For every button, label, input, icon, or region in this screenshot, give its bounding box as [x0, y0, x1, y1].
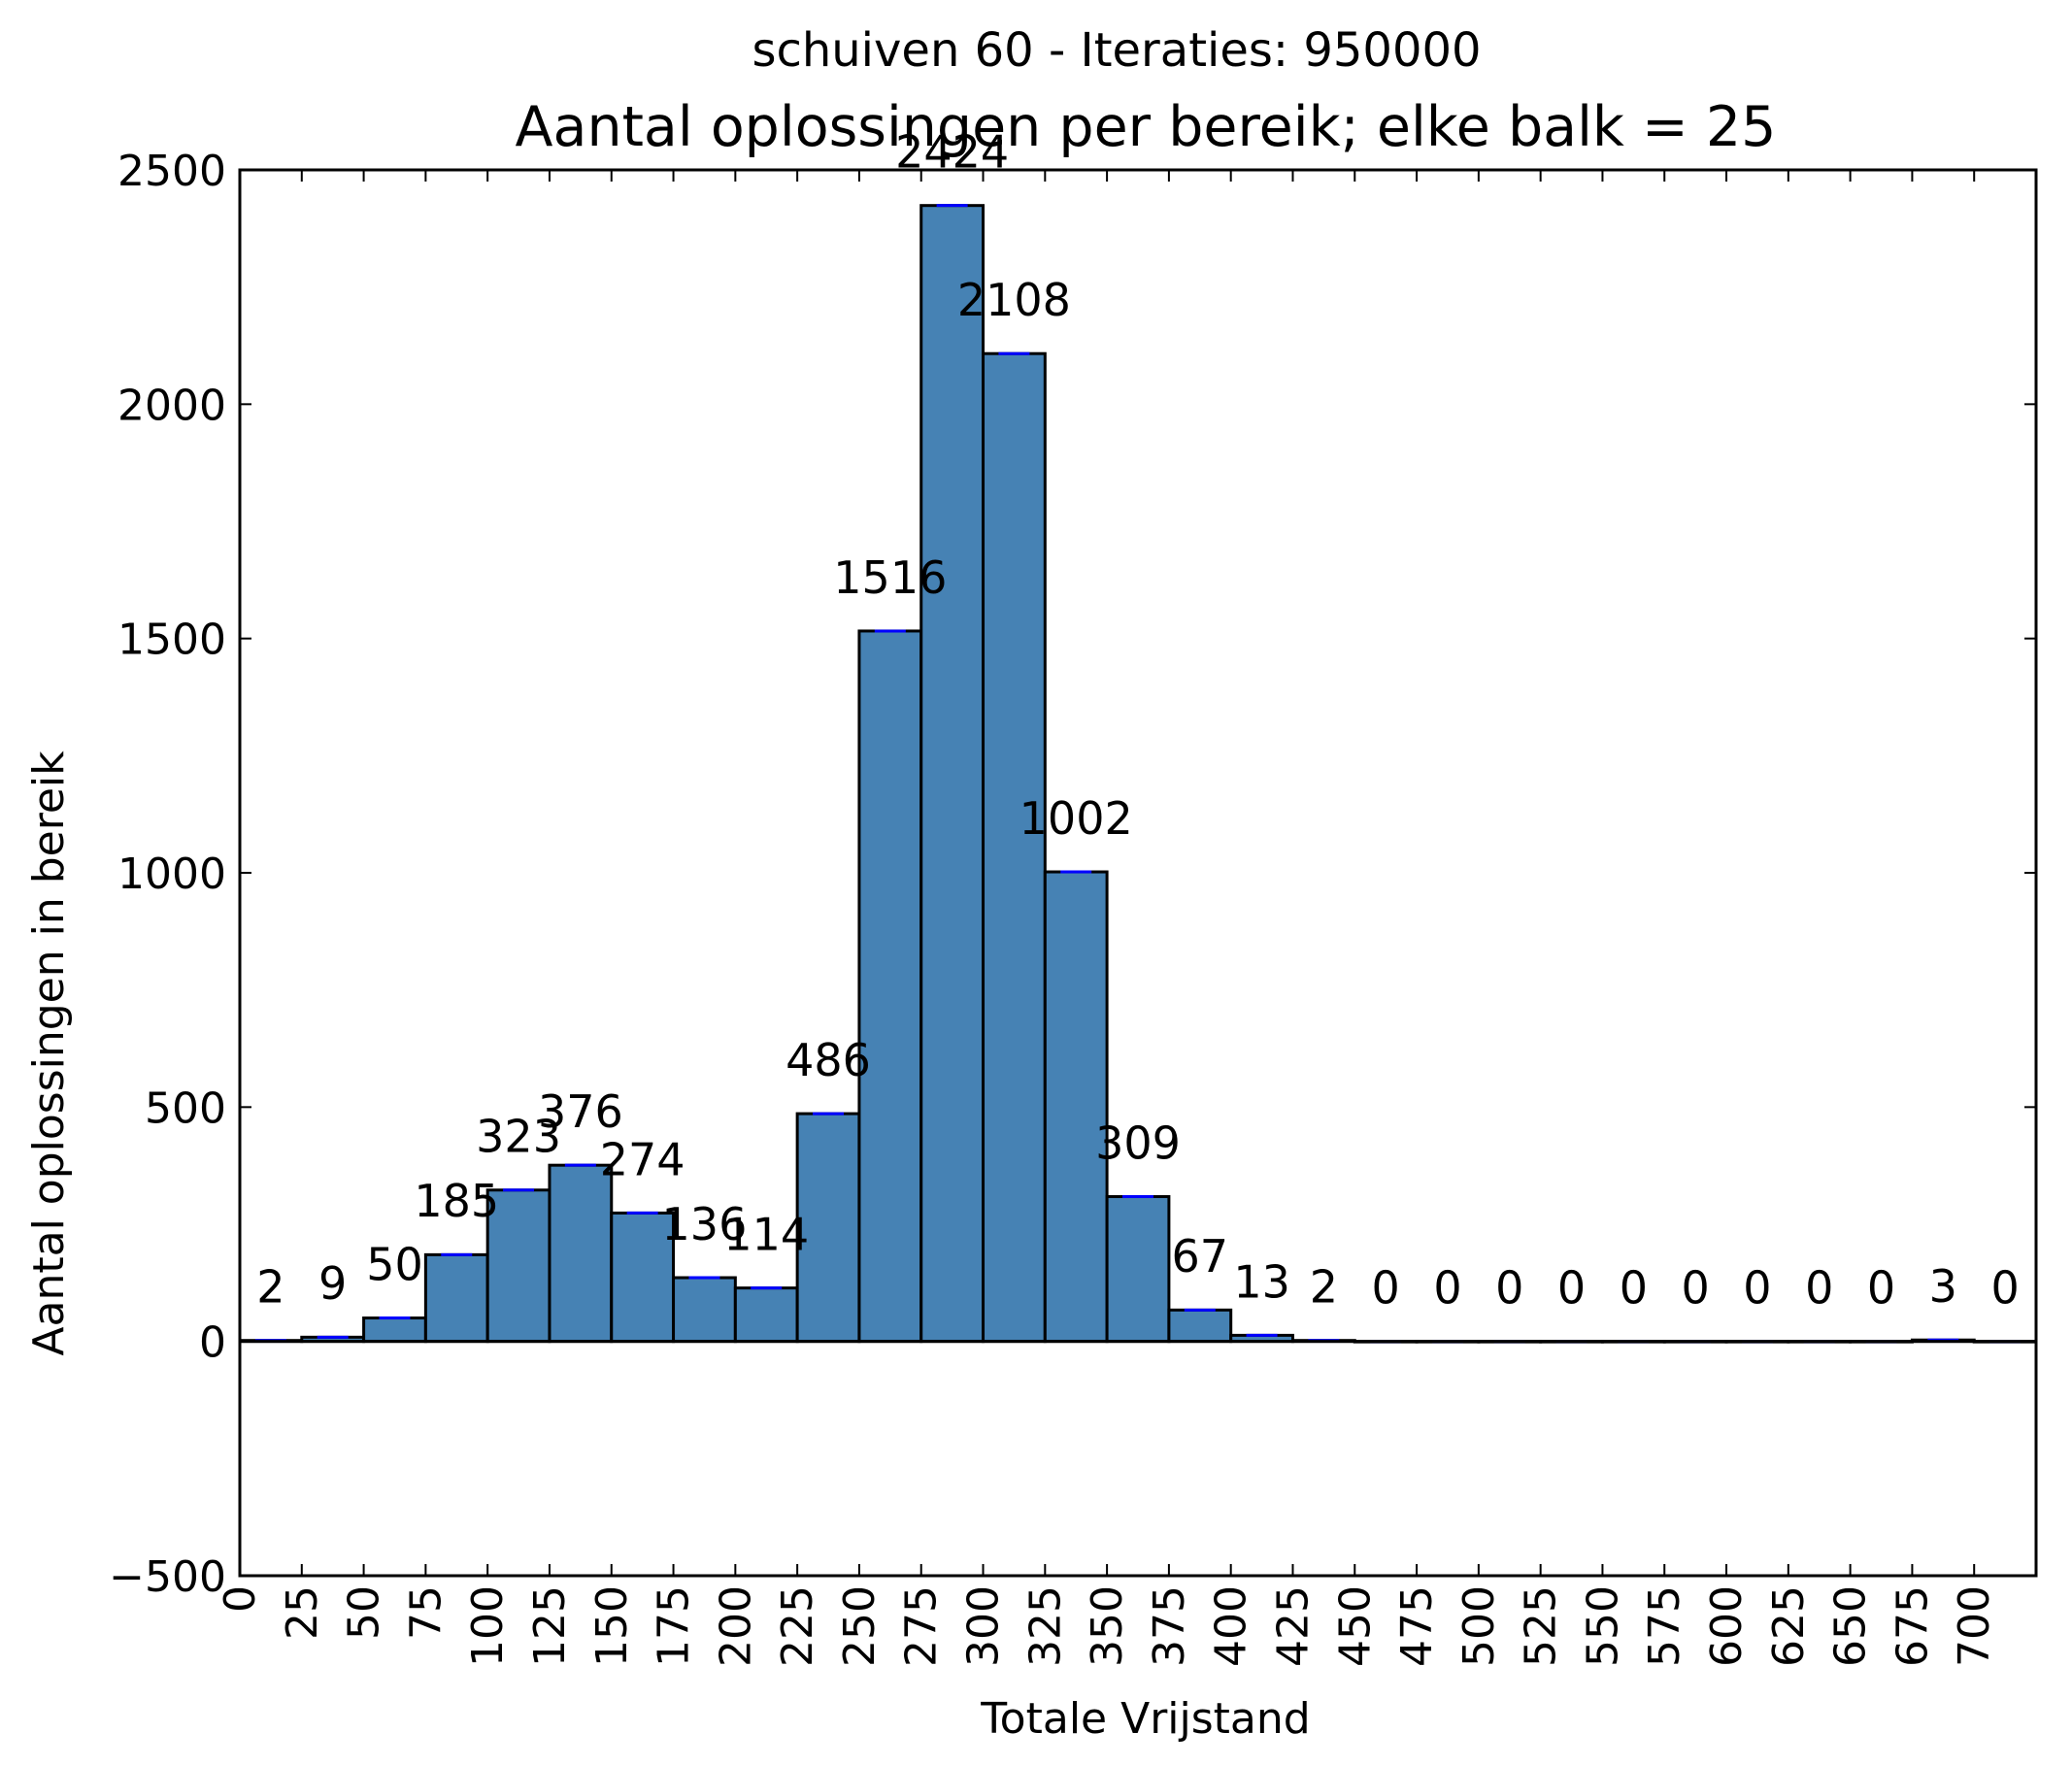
x-tick-label: 525 — [1517, 1585, 1566, 1667]
bar-value-label: 2108 — [957, 274, 1071, 326]
bar — [1043, 870, 1109, 1344]
bars-group — [238, 204, 2038, 1344]
bar-value-label: 114 — [723, 1209, 809, 1261]
bar-value-labels: 2 9 50185323376274136114486151624242108100… — [256, 126, 2019, 1315]
bar-value-label: 136 — [662, 1198, 748, 1250]
x-tick-label: 300 — [959, 1585, 1009, 1667]
bar-value-label: 274 — [600, 1133, 685, 1185]
bar-value-label: 50 — [366, 1238, 423, 1290]
x-tick-label: 400 — [1207, 1585, 1256, 1667]
bar — [672, 1276, 737, 1344]
x-tick-label: 100 — [463, 1585, 513, 1667]
bar-value-label: 67 — [1172, 1230, 1229, 1283]
x-tick-label: 650 — [1826, 1585, 1876, 1667]
x-axis-label: Totale Vrijstand — [980, 1694, 1310, 1744]
bar — [1105, 1195, 1171, 1344]
x-tick-label: 675 — [1888, 1585, 1937, 1667]
x-tick-label: 125 — [525, 1585, 575, 1667]
y-tick-label: 1000 — [117, 850, 226, 899]
y-axis-label: Aantal oplossingen in bereik — [24, 750, 74, 1356]
y-tick-label: 500 — [145, 1083, 226, 1133]
bar-value-label: 2 — [256, 1261, 284, 1314]
x-tick-label: 550 — [1578, 1585, 1627, 1667]
bar-value-label: 0 — [1867, 1262, 1895, 1315]
x-tick-label: 250 — [835, 1585, 885, 1667]
bar-value-label: 0 — [1372, 1262, 1400, 1315]
bar-value-label: 0 — [1433, 1262, 1461, 1315]
bar-value-label: 2 — [1310, 1261, 1338, 1314]
y-tick-label: 1500 — [117, 616, 226, 665]
chart-title: Aantal oplossingen per bereik; elke balk… — [516, 95, 1777, 159]
x-tick-label: 275 — [897, 1585, 947, 1667]
bar-value-label: 0 — [1805, 1262, 1833, 1315]
bar — [362, 1316, 427, 1344]
x-tick-label: 500 — [1454, 1585, 1504, 1667]
bar-value-label: 3 — [1929, 1260, 1957, 1313]
x-tick-label: 175 — [650, 1585, 699, 1667]
bar-value-label: 0 — [1557, 1262, 1586, 1315]
x-tick-label: 150 — [587, 1585, 637, 1667]
bar-value-label: 0 — [1620, 1262, 1648, 1315]
bar-value-label: 185 — [414, 1175, 499, 1227]
bar-value-label: 309 — [1095, 1116, 1181, 1169]
bar — [548, 1163, 614, 1344]
y-tick-label: 0 — [199, 1318, 226, 1368]
bar-value-label: 1516 — [833, 551, 947, 604]
x-tick-label: 450 — [1330, 1585, 1380, 1667]
x-tick-label: 325 — [1020, 1585, 1070, 1667]
bar-value-label: 486 — [785, 1034, 871, 1086]
x-tick-label: 375 — [1145, 1585, 1194, 1667]
x-tick-label: 25 — [278, 1585, 327, 1640]
x-tick-label: 575 — [1640, 1585, 1689, 1667]
bar-value-label: 9 — [318, 1257, 347, 1310]
bar-value-label: 1002 — [1019, 792, 1133, 845]
x-tick-label: 475 — [1392, 1585, 1442, 1667]
bar-value-label: 0 — [1743, 1262, 1771, 1315]
bar — [982, 351, 1047, 1344]
bar — [733, 1286, 799, 1344]
bar — [857, 629, 923, 1344]
x-tick-label: 600 — [1702, 1585, 1752, 1667]
bar — [1167, 1308, 1233, 1344]
bar-value-label: 0 — [1495, 1262, 1523, 1315]
bar-value-label: 13 — [1233, 1255, 1290, 1308]
bar — [423, 1252, 489, 1344]
x-tick-label: 0 — [216, 1585, 265, 1613]
x-tick-label: 625 — [1764, 1585, 1814, 1667]
x-tick-label: 350 — [1083, 1585, 1132, 1667]
x-tick-label: 75 — [401, 1585, 451, 1640]
y-tick-label: −500 — [109, 1552, 226, 1602]
bar-value-label: 0 — [1681, 1262, 1709, 1315]
x-tick-label: 50 — [340, 1585, 389, 1640]
bar-value-label: 0 — [1990, 1262, 2019, 1315]
x-tick-label: 425 — [1268, 1585, 1318, 1667]
bar-value-label: 323 — [476, 1111, 561, 1163]
x-tick-label: 200 — [711, 1585, 760, 1667]
y-tick-label: 2500 — [117, 147, 226, 196]
bar — [919, 204, 986, 1344]
y-tick-label: 2000 — [117, 381, 226, 430]
x-tick-label: 225 — [773, 1585, 822, 1667]
chart-supertitle: schuiven 60 - Iteraties: 950000 — [752, 23, 1481, 78]
bar-value-label: 376 — [538, 1085, 623, 1138]
plot-frame — [238, 168, 2038, 1578]
x-tick-label: 700 — [1950, 1585, 1999, 1667]
